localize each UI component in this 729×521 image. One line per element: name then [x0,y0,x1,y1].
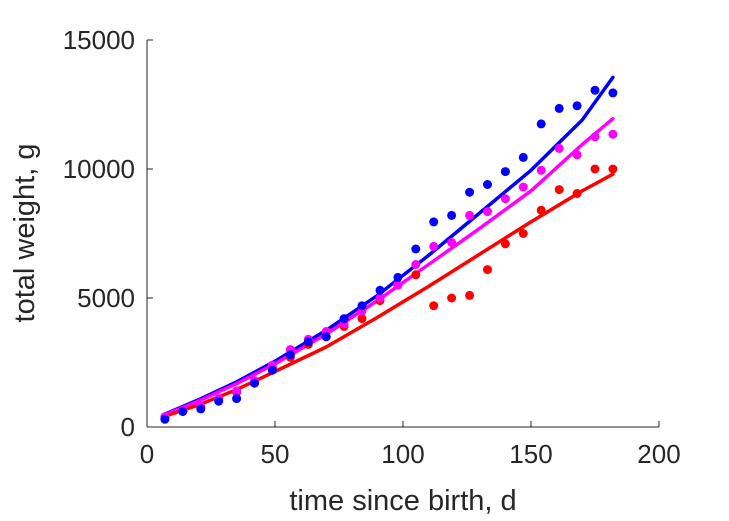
data-point-magenta [608,129,618,139]
data-point-blue [214,396,224,406]
x-tick-label: 100 [381,439,424,469]
data-point-blue [339,314,349,324]
data-point-magenta [500,194,510,204]
fit-line-blue [163,75,615,416]
data-point-blue [321,332,331,342]
data-point-blue [232,394,242,404]
data-point-magenta [411,260,421,269]
data-point-red [465,290,475,300]
y-tick-label: 0 [121,412,135,442]
data-point-blue [375,285,385,295]
y-axis-label: total weight, g [9,144,41,323]
data-point-blue [411,244,421,254]
y-tick-label: 5000 [77,283,135,313]
data-point-magenta [465,210,475,220]
data-point-blue [250,378,259,388]
data-point-red [500,239,510,249]
data-point-magenta [572,150,582,160]
data-point-blue [554,103,564,113]
data-point-red [447,293,457,303]
data-point-red [590,164,600,174]
data-point-magenta [518,182,528,192]
data-point-blue [357,301,367,311]
fit-line-magenta [163,116,615,417]
y-tick-label: 15000 [63,25,135,55]
data-point-blue [429,217,439,227]
y-tick-label: 10000 [63,154,135,184]
data-point-blue [590,85,600,95]
data-point-blue [393,272,403,282]
x-tick-label: 0 [140,439,154,469]
data-point-blue [160,414,170,424]
tick-labels: 0 50 100 150 200 0 5000 10000 15000 [63,25,681,469]
data-point-blue [483,180,492,189]
data-point-magenta [232,386,242,396]
data-point-red [536,205,546,215]
data-points [160,85,618,424]
data-point-red [608,164,618,174]
data-point-magenta [536,165,546,175]
data-point-blue [608,88,618,98]
data-point-blue [285,350,295,360]
data-point-red [357,314,367,324]
fit-lines [163,75,615,418]
data-point-blue [447,210,457,220]
data-point-blue [303,337,313,347]
data-point-magenta [590,132,600,142]
fit-line-red [163,172,615,418]
data-point-blue [518,152,528,162]
data-point-red [518,229,528,238]
x-axis-label: time since birth, d [289,485,516,517]
data-point-magenta [375,293,385,303]
x-tick-label: 200 [637,439,680,469]
data-point-blue [572,101,582,111]
data-point-blue [500,167,510,177]
data-point-red [429,301,439,311]
data-point-red [554,185,564,195]
x-tick-label: 150 [509,439,552,469]
axes [146,39,660,428]
data-point-red [411,270,421,280]
data-point-red [572,189,582,198]
data-point-magenta [429,241,439,251]
data-point-blue [465,187,475,197]
data-point-blue [536,119,546,129]
data-point-blue [196,404,206,414]
x-tick-label: 50 [261,439,290,469]
data-point-magenta [554,143,564,153]
data-point-red [483,265,492,275]
data-point-magenta [447,238,457,247]
data-point-magenta [483,207,492,217]
data-point-blue [267,365,277,375]
data-point-magenta [393,280,403,290]
data-point-blue [178,407,188,416]
